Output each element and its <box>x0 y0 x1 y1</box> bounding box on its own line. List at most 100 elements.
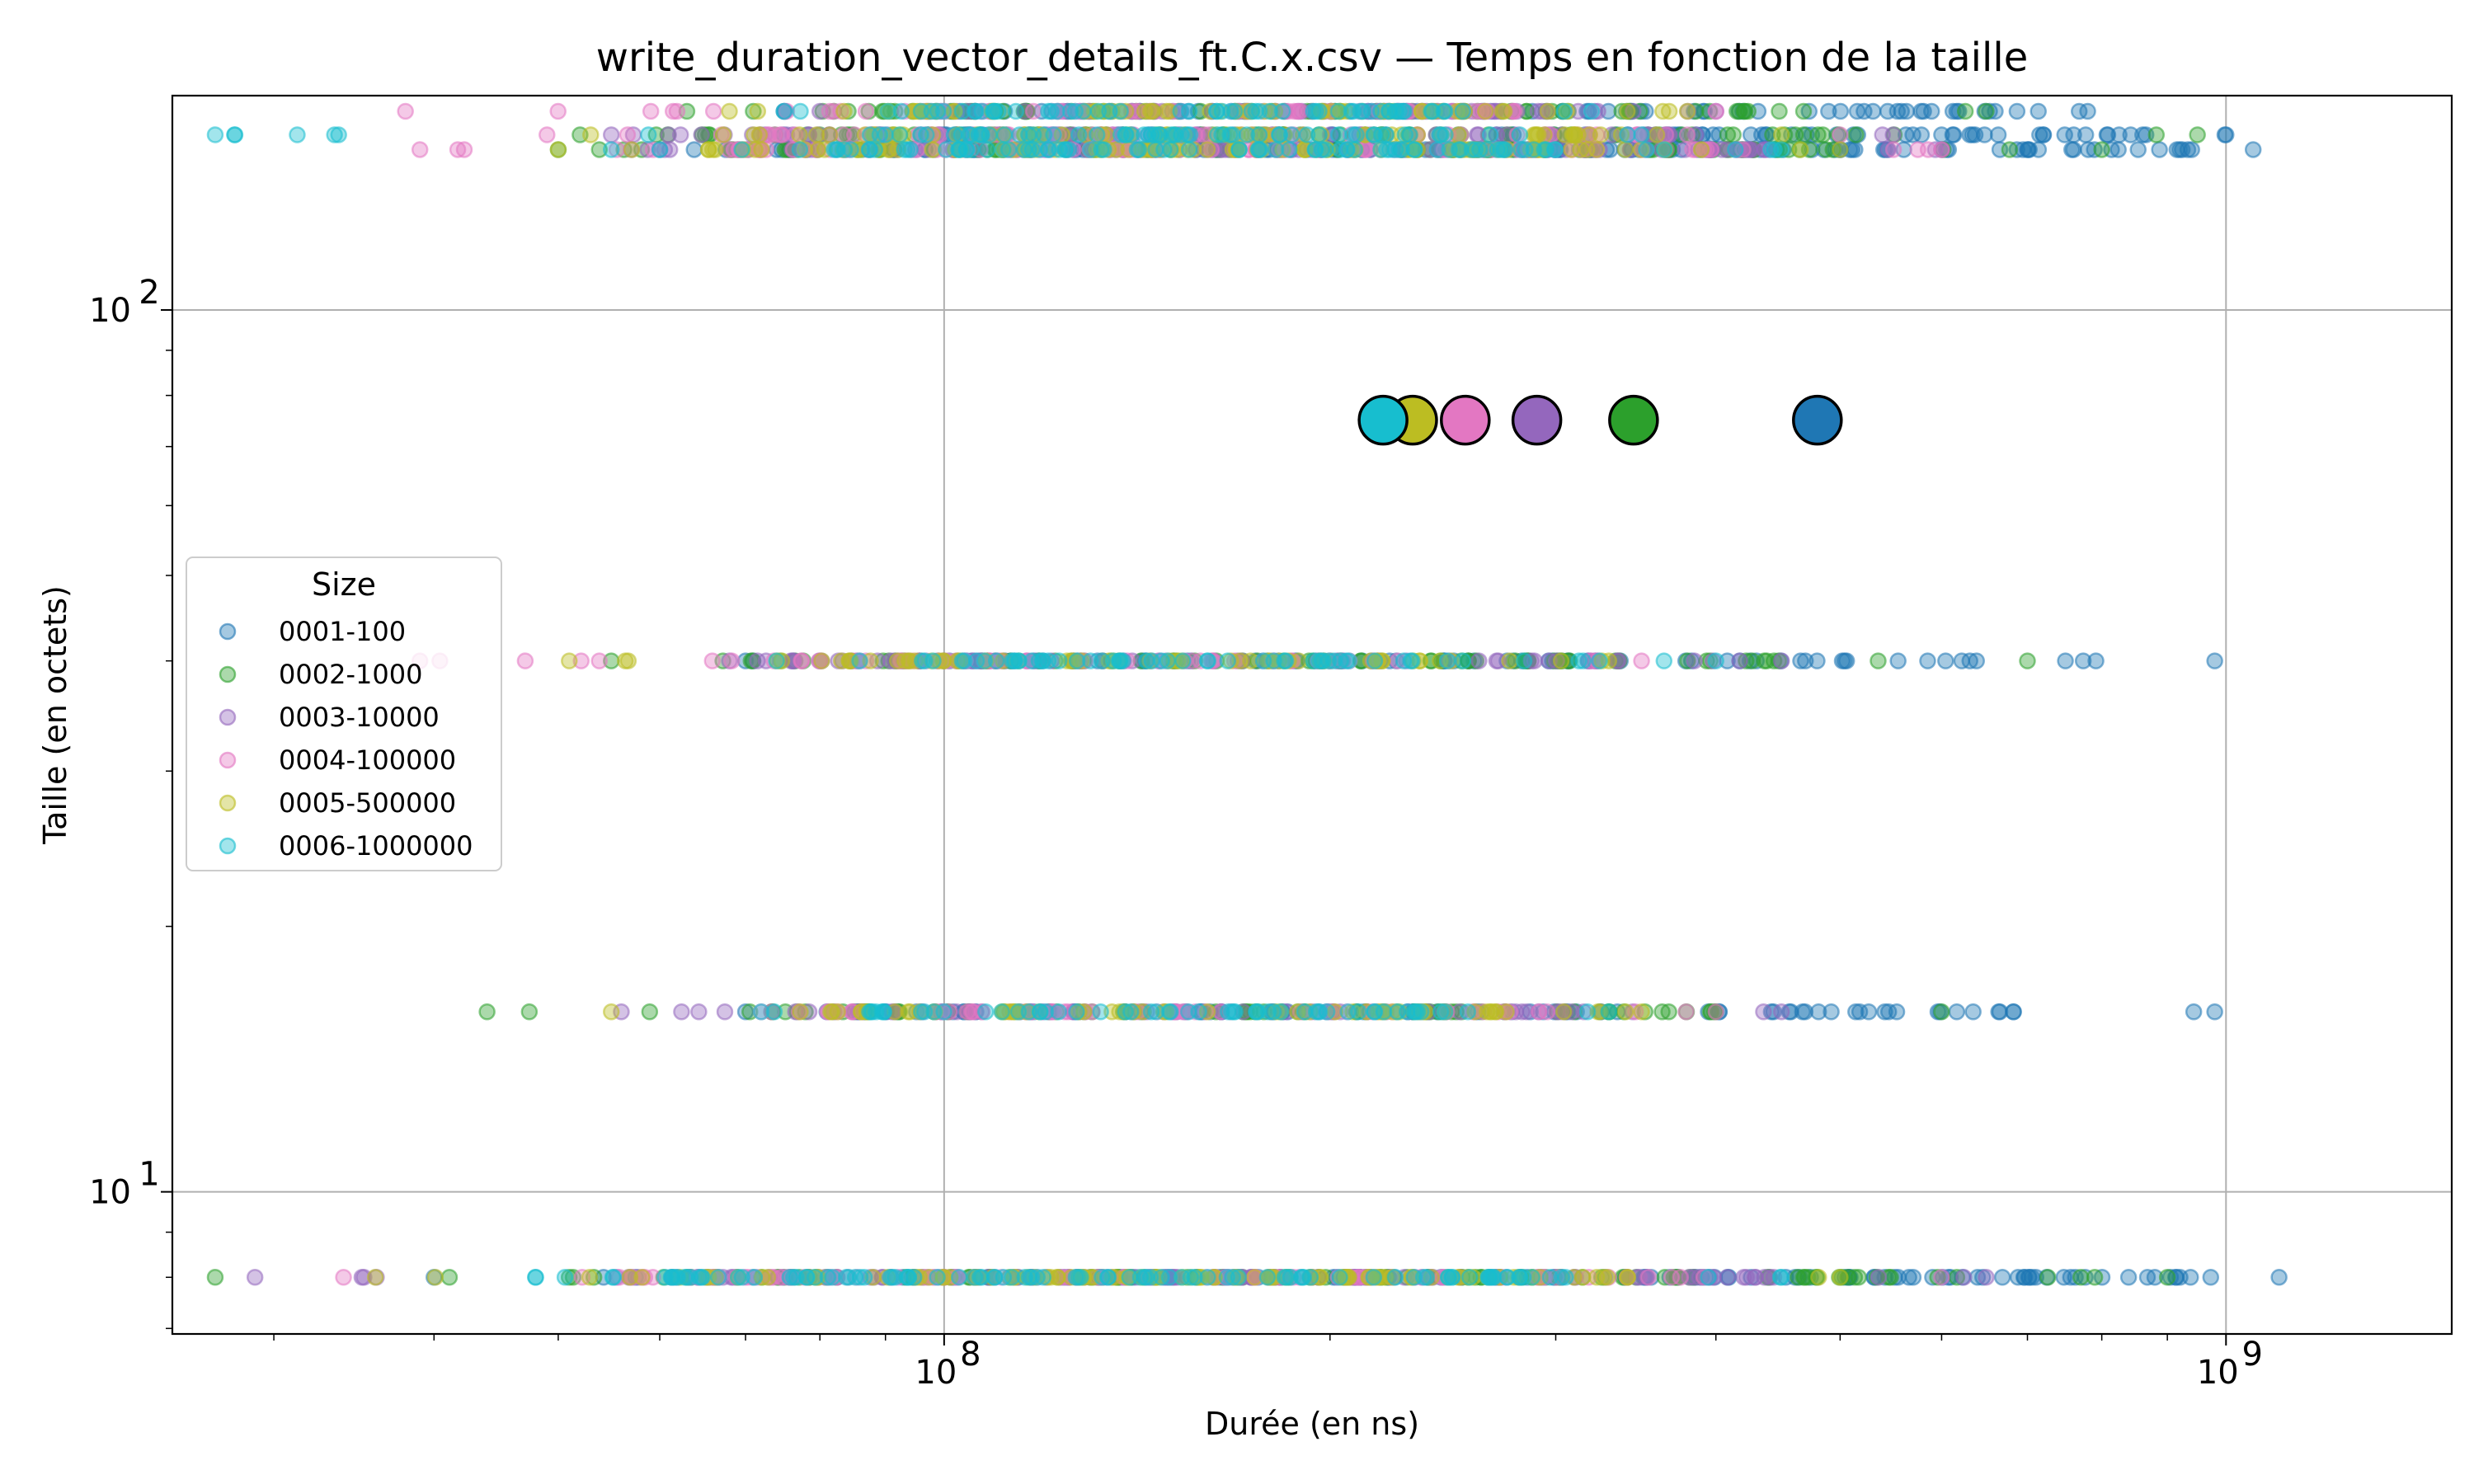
data-point <box>1678 102 1696 120</box>
data-point <box>549 102 567 120</box>
data-point <box>539 126 556 143</box>
data-point <box>1800 102 1818 120</box>
data-point <box>1633 1003 1650 1021</box>
data-point <box>1470 652 1488 669</box>
data-point <box>642 102 660 120</box>
data-point <box>1792 652 1809 669</box>
data-point <box>2270 1269 2288 1286</box>
data-point <box>561 652 578 669</box>
data-point <box>668 102 686 120</box>
data-point <box>1389 1003 1406 1021</box>
data-point <box>618 126 637 143</box>
data-point <box>1837 652 1856 669</box>
data-point <box>918 126 935 143</box>
data-point <box>855 1269 873 1286</box>
data-point <box>1482 1269 1500 1286</box>
data-point <box>807 126 825 143</box>
data-point <box>1638 141 1655 158</box>
data-point <box>1660 102 1678 120</box>
data-point <box>640 126 657 143</box>
data-point <box>1443 1269 1461 1286</box>
data-point <box>1707 1003 1724 1021</box>
data-point <box>2122 126 2139 143</box>
data-point <box>1639 1269 1658 1286</box>
data-point <box>1070 126 1088 143</box>
data-point <box>1915 102 1932 120</box>
mean-marker-0002-1000 <box>1608 394 1659 446</box>
data-point <box>1312 652 1330 669</box>
data-point <box>1755 1003 1772 1021</box>
data-point <box>289 126 306 143</box>
data-point <box>1365 126 1382 143</box>
data-point <box>1075 102 1092 120</box>
data-point <box>2008 102 2026 120</box>
data-point <box>590 652 609 669</box>
data-point <box>1897 126 1915 143</box>
data-point <box>842 141 859 158</box>
data-point <box>1677 1003 1695 1021</box>
data-point <box>891 126 909 143</box>
data-point <box>835 126 853 143</box>
data-point <box>721 102 738 120</box>
data-point <box>1517 141 1534 158</box>
data-point <box>690 1003 708 1021</box>
data-point <box>967 102 985 120</box>
legend-marker <box>219 837 237 855</box>
data-point <box>1756 1269 1773 1286</box>
data-point <box>1847 126 1865 143</box>
data-point <box>1619 126 1636 143</box>
data-point <box>1633 652 1650 669</box>
data-point <box>693 126 710 143</box>
data-point <box>1225 102 1244 120</box>
data-point <box>1082 652 1099 669</box>
data-point <box>2070 102 2088 120</box>
data-point <box>2206 1003 2223 1021</box>
data-point <box>516 652 534 669</box>
data-point <box>527 1269 544 1286</box>
y-tick-label: 10 <box>89 1174 131 1212</box>
data-point <box>1702 1003 1720 1021</box>
data-point <box>987 652 1005 669</box>
data-point <box>741 1003 759 1021</box>
data-point <box>1495 102 1513 120</box>
data-point <box>2168 141 2186 158</box>
data-point <box>1696 102 1714 120</box>
data-point <box>733 1269 751 1286</box>
data-point <box>2055 1269 2072 1286</box>
data-point <box>1655 652 1673 669</box>
data-point <box>1933 126 1950 143</box>
data-point <box>900 1269 917 1286</box>
data-point <box>623 141 641 158</box>
data-point <box>603 1003 620 1021</box>
data-point <box>1331 1269 1348 1286</box>
data-point <box>1362 102 1380 120</box>
data-point <box>791 126 808 143</box>
data-point <box>1578 1003 1597 1021</box>
legend-marker <box>219 665 237 683</box>
data-point <box>1219 652 1236 669</box>
data-point <box>1224 126 1241 143</box>
data-point <box>549 141 567 158</box>
data-point <box>1619 1269 1637 1286</box>
data-point <box>950 1269 968 1286</box>
data-point <box>1700 1269 1717 1286</box>
data-point <box>1956 102 1974 120</box>
data-point <box>1810 1269 1827 1286</box>
data-point <box>2129 141 2147 158</box>
data-point <box>1396 126 1414 143</box>
data-point <box>1578 141 1596 158</box>
data-point <box>1617 1003 1634 1021</box>
data-point <box>825 141 843 158</box>
legend-marker <box>219 622 237 641</box>
data-point <box>1937 652 1954 669</box>
data-point <box>1174 652 1192 669</box>
data-point <box>1454 652 1472 669</box>
data-point <box>1271 126 1289 143</box>
data-point <box>1496 141 1513 158</box>
data-point <box>1772 126 1790 143</box>
data-point <box>1158 102 1175 120</box>
data-point <box>2072 1269 2090 1286</box>
legend-label: 0003-10000 <box>279 702 440 733</box>
data-point <box>582 126 600 143</box>
data-point <box>206 1269 224 1286</box>
